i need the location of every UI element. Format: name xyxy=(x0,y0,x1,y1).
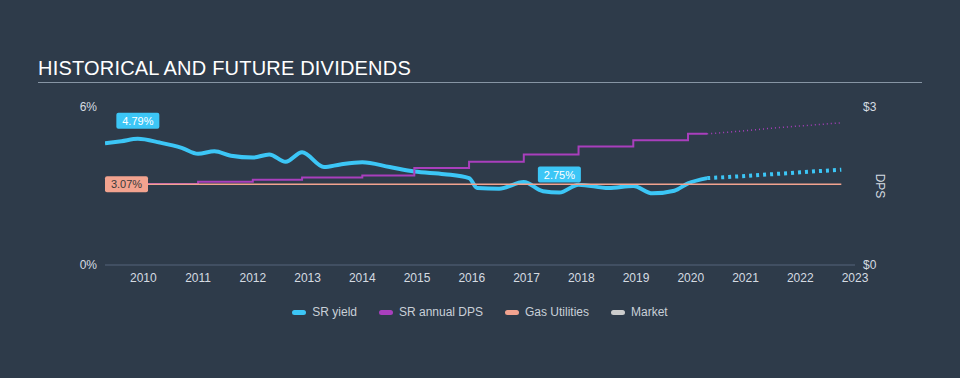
svg-text:$3: $3 xyxy=(863,100,877,114)
svg-text:2018: 2018 xyxy=(568,271,595,285)
html-text:Gas Utilities: Gas Utilities xyxy=(525,305,589,319)
svg-text:6%: 6% xyxy=(80,100,98,114)
svg-text:2016: 2016 xyxy=(458,271,485,285)
svg-text:4.79%: 4.79% xyxy=(122,115,153,127)
svg-text:2010: 2010 xyxy=(130,271,157,285)
svg-text:2021: 2021 xyxy=(732,271,759,285)
html-text:SR yield: SR yield xyxy=(312,305,357,319)
svg-text:DPS: DPS xyxy=(873,174,887,199)
svg-text:2023: 2023 xyxy=(842,271,869,285)
svg-text:2014: 2014 xyxy=(349,271,376,285)
svg-text:2013: 2013 xyxy=(294,271,321,285)
html-text:Market: Market xyxy=(631,305,668,319)
svg-text:$0: $0 xyxy=(863,258,877,272)
svg-text:2012: 2012 xyxy=(239,271,266,285)
svg-text:2011: 2011 xyxy=(185,271,211,285)
svg-text:0%: 0% xyxy=(80,258,98,272)
html-text:HISTORICAL AND FUTURE DIVIDEND: HISTORICAL AND FUTURE DIVIDENDS xyxy=(38,57,411,79)
svg-text:2015: 2015 xyxy=(404,271,431,285)
svg-text:2020: 2020 xyxy=(677,271,704,285)
svg-text:3.07%: 3.07% xyxy=(111,178,142,190)
html-text:SR annual DPS: SR annual DPS xyxy=(399,305,483,319)
svg-text:2019: 2019 xyxy=(623,271,650,285)
svg-text:2017: 2017 xyxy=(513,271,540,285)
svg-text:2.75%: 2.75% xyxy=(544,169,575,181)
svg-text:2022: 2022 xyxy=(787,271,814,285)
